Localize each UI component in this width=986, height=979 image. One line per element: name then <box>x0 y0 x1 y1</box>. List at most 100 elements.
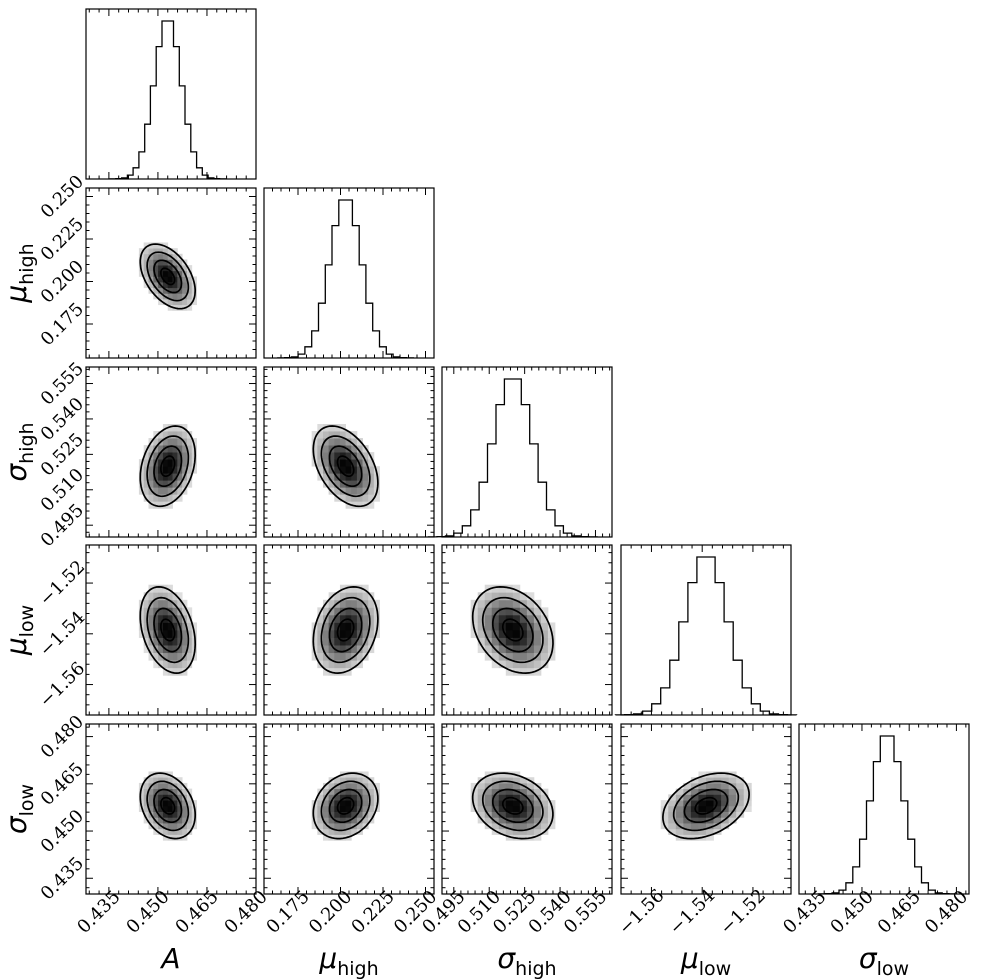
density-cell <box>713 805 722 812</box>
density-cell <box>368 614 375 623</box>
contour-1.5sigma <box>146 435 190 498</box>
contour-1.5sigma <box>481 780 544 832</box>
density-cell <box>491 794 500 801</box>
density-cell <box>339 599 346 608</box>
density-cell <box>498 794 507 801</box>
density-cell <box>345 823 352 830</box>
density-cell <box>158 248 164 255</box>
density-cell <box>512 592 521 601</box>
density-cell <box>186 282 193 289</box>
density-cell <box>162 607 169 616</box>
density-cell <box>158 645 164 654</box>
y-tick-label: −1.52 <box>35 556 89 610</box>
x-axis-label-A: A <box>159 942 180 975</box>
density-cell <box>339 630 346 638</box>
density-cell <box>177 270 183 277</box>
density-cell <box>743 794 752 801</box>
density-cell <box>186 480 193 488</box>
density-cell <box>143 800 149 807</box>
density-cell <box>368 645 375 654</box>
density-cell <box>368 782 375 790</box>
density-cell <box>143 445 149 453</box>
density-cell <box>158 805 164 812</box>
density-cell <box>526 652 535 661</box>
density-cell <box>339 788 346 795</box>
density-cell <box>182 276 188 283</box>
density-cell <box>728 788 737 795</box>
contour-1sigma <box>491 607 534 653</box>
density-cell <box>540 800 549 807</box>
density-cell <box>345 599 352 608</box>
density-cell <box>317 637 324 646</box>
density-cell <box>148 622 154 631</box>
density-cell <box>328 607 335 616</box>
density-cell <box>143 592 149 601</box>
density-cell <box>153 242 159 249</box>
density-cell <box>706 811 714 818</box>
density-cell <box>167 782 173 790</box>
density-cell <box>339 607 346 616</box>
density-cell <box>158 630 164 638</box>
density-cell <box>512 622 521 631</box>
density-cell <box>351 473 358 481</box>
density-cell <box>356 788 363 795</box>
density-cell <box>311 811 318 818</box>
density-cell <box>505 805 514 812</box>
density-cell <box>484 622 493 631</box>
axis-subscript: low <box>16 784 38 816</box>
density-cell <box>477 800 486 807</box>
density-cell <box>356 800 363 807</box>
density-cell <box>186 304 193 311</box>
panel-frame <box>85 723 257 895</box>
density-cell <box>713 823 722 830</box>
density-cell <box>158 637 164 646</box>
panel-mu_low-vs-sigma_high <box>441 544 613 716</box>
density-cell <box>138 473 145 481</box>
density-cell <box>345 652 352 661</box>
density-cell <box>519 652 528 661</box>
density-cell <box>498 630 507 638</box>
density-cell <box>172 592 178 601</box>
density-cell <box>162 287 169 294</box>
density-cell <box>675 800 684 807</box>
density-cell <box>153 800 159 807</box>
density-cell <box>172 431 178 439</box>
density-cell <box>706 805 714 812</box>
density-cell <box>158 487 164 495</box>
density-cell <box>736 800 745 807</box>
density-cell <box>177 259 183 266</box>
density-cell <box>162 466 169 474</box>
density-cell <box>351 630 358 638</box>
density-cell <box>177 304 183 311</box>
density-cell <box>177 282 183 289</box>
density-cell <box>356 473 363 481</box>
density-cell <box>351 607 358 616</box>
density-cell <box>143 242 149 249</box>
y-axis-label-sigma_high: σhigh <box>0 422 38 481</box>
density-cell <box>498 782 507 790</box>
axis-subscript: low <box>877 958 909 979</box>
density-cell <box>177 794 183 801</box>
density-cell <box>186 630 193 638</box>
contour-1.5sigma <box>320 435 371 498</box>
density-cell <box>512 777 521 784</box>
density-cell <box>491 782 500 790</box>
density-cell <box>362 494 369 502</box>
density-cell <box>322 445 330 453</box>
axis-symbol: A <box>159 942 180 975</box>
density-cell <box>334 438 341 446</box>
density-cell <box>698 823 707 830</box>
density-cell <box>339 487 346 495</box>
contour-1.5sigma <box>481 596 544 664</box>
density-cell <box>713 771 722 778</box>
density-cell <box>345 771 352 778</box>
density-cell <box>334 607 341 616</box>
density-cell <box>162 431 169 439</box>
density-cell <box>721 788 730 795</box>
density-cell <box>484 645 493 654</box>
panel-frame <box>85 366 257 538</box>
density-cell <box>172 253 178 260</box>
density-cell <box>317 794 324 801</box>
density-cell <box>356 459 363 467</box>
density-cell <box>322 452 330 460</box>
